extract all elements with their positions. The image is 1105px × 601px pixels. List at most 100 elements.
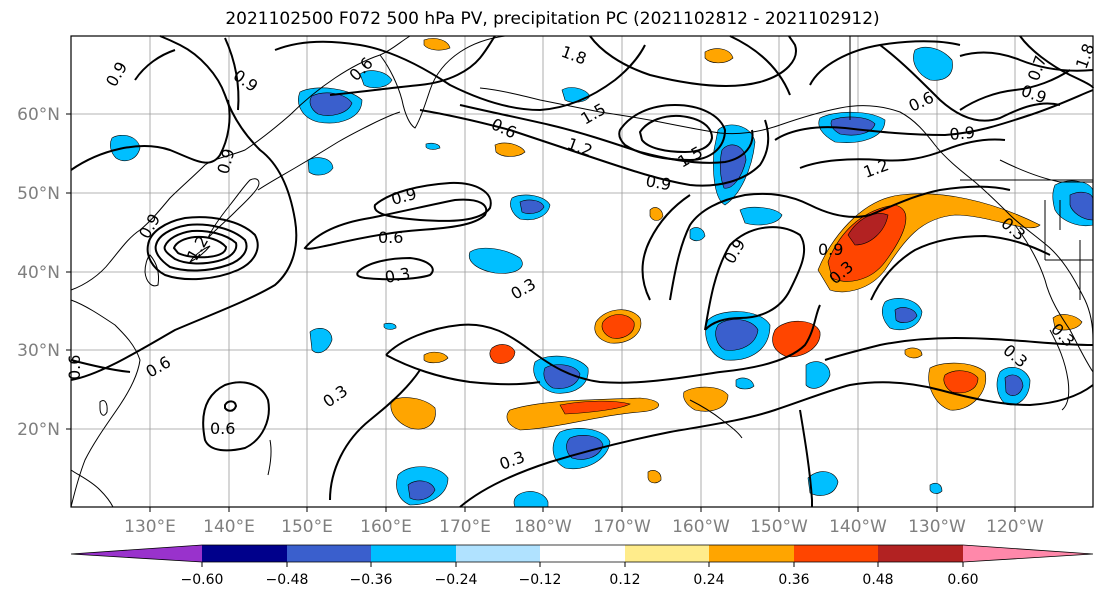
lon-axis: 130°E 140°E 150°E 160°E 170°E 180°W 170°… xyxy=(124,507,1044,537)
korea-coastline xyxy=(144,254,159,287)
precip-blob xyxy=(494,142,526,157)
colorbar-tick-label: 0.48 xyxy=(862,572,893,588)
precip-blob xyxy=(566,435,604,460)
pv-contour xyxy=(70,99,231,171)
pv-contour xyxy=(959,51,1094,72)
pv-contour xyxy=(870,234,1051,301)
precip-shading xyxy=(110,38,1094,508)
precip-blob xyxy=(772,320,821,358)
precip-blob xyxy=(423,351,449,364)
precip-blob xyxy=(383,322,397,330)
colorbar-segment xyxy=(71,545,202,562)
precip-blob xyxy=(423,38,451,51)
contour-label: 0.9 xyxy=(949,123,976,144)
pv-contour xyxy=(70,359,131,373)
lon-label: 150°E xyxy=(281,517,333,537)
colorbar-tick-label: 0.36 xyxy=(778,572,809,588)
pv-contour xyxy=(274,40,646,112)
colorbar-segment xyxy=(202,545,287,562)
contour-label: 0.9 xyxy=(818,240,843,259)
precip-blob xyxy=(913,47,953,81)
colorbar-segment xyxy=(794,545,878,562)
pv-contour xyxy=(329,35,496,96)
lon-label: 180°W xyxy=(514,517,572,537)
kuril-islands xyxy=(257,111,401,191)
pv-contour xyxy=(959,69,1071,111)
colorbar-tick-label: 0.24 xyxy=(693,572,724,588)
lon-label: 170°W xyxy=(593,517,651,537)
lat-label: 20°N xyxy=(17,420,60,440)
precip-blob xyxy=(649,207,664,221)
pv-contour xyxy=(385,354,541,386)
colorbar-tick-label: −0.48 xyxy=(266,572,309,588)
pv-contour xyxy=(879,44,1061,122)
precip-blob xyxy=(689,227,706,242)
pv-contour xyxy=(172,235,228,259)
precip-blob xyxy=(309,92,353,116)
precip-blob xyxy=(559,400,631,415)
precip-blob xyxy=(1004,374,1024,396)
colorbar-tick-label: −0.36 xyxy=(350,572,393,588)
colorbar-segment xyxy=(287,545,371,562)
pv-contours xyxy=(70,35,1094,508)
asia-coastline xyxy=(70,35,411,291)
colorbar-segment xyxy=(371,545,456,562)
canada-border xyxy=(999,159,1093,183)
precip-blob xyxy=(739,206,783,226)
precip-blob xyxy=(847,213,889,246)
precip-blob xyxy=(683,386,729,412)
lon-label: 140°E xyxy=(203,517,255,537)
pv-contour xyxy=(669,185,1011,301)
precip-blob xyxy=(647,470,662,484)
pv-contour xyxy=(618,103,727,162)
pv-contour xyxy=(799,409,813,507)
hawaii-islands xyxy=(689,399,743,439)
precip-blob xyxy=(1052,314,1083,331)
lat-label: 30°N xyxy=(17,341,60,361)
gridlines xyxy=(71,36,1093,507)
precip-blob xyxy=(805,361,831,389)
marianas-islands xyxy=(267,439,272,476)
lon-label: 130°W xyxy=(908,517,966,537)
pv-contour xyxy=(202,381,270,452)
colorbar-tick-label: 0.60 xyxy=(947,572,978,588)
pv-contour xyxy=(373,181,492,222)
contour-label: 0.6 xyxy=(378,228,403,247)
precip-blob xyxy=(543,364,581,389)
pv-contour xyxy=(459,381,1094,508)
precip-blob xyxy=(904,347,923,359)
pv-contour xyxy=(824,336,1094,361)
precip-blob xyxy=(735,377,755,390)
colorbar-segment xyxy=(709,545,794,562)
kamchatka-coastline xyxy=(379,35,506,129)
precip-blob xyxy=(519,199,545,214)
pv-contour xyxy=(385,304,821,384)
japan-coastline xyxy=(207,178,260,239)
colorbar: −0.60 −0.48 −0.36 −0.24 −0.12 0.12 0.24 … xyxy=(70,544,1094,588)
contour-label: 0.9 xyxy=(644,171,672,194)
colorbar-segment xyxy=(540,545,625,562)
lat-axis: 60°N 50°N 40°N 30°N 20°N xyxy=(17,105,71,440)
precip-blob xyxy=(309,327,333,353)
precip-blob xyxy=(601,314,635,339)
precip-blob xyxy=(704,48,734,64)
pv-contour xyxy=(329,369,421,501)
china-coastline xyxy=(70,299,141,508)
pv-contour xyxy=(70,35,298,381)
pv-contour xyxy=(704,226,806,331)
colorbar-segment xyxy=(878,545,963,562)
pv-contour xyxy=(1019,35,1094,89)
map-panel: 0.9 0.9 0.6 1.8 1.5 0.7 0.9 0.6 0.9 0.6 … xyxy=(65,35,1098,508)
lon-label: 170°E xyxy=(439,517,491,537)
colorbar-tick-label: −0.12 xyxy=(519,572,562,588)
pv-contour xyxy=(638,114,714,154)
colorbar-tick-label: −0.24 xyxy=(435,572,478,588)
lon-label: 140°W xyxy=(829,517,887,537)
precip-blob xyxy=(943,370,979,394)
precip-blob xyxy=(929,482,943,494)
map-title: 2021102500 F072 500 hPa PV, precipitatio… xyxy=(225,9,880,29)
lon-label: 150°W xyxy=(750,517,808,537)
precip-blob xyxy=(827,204,907,282)
contour-label: 0.6 xyxy=(210,419,235,438)
